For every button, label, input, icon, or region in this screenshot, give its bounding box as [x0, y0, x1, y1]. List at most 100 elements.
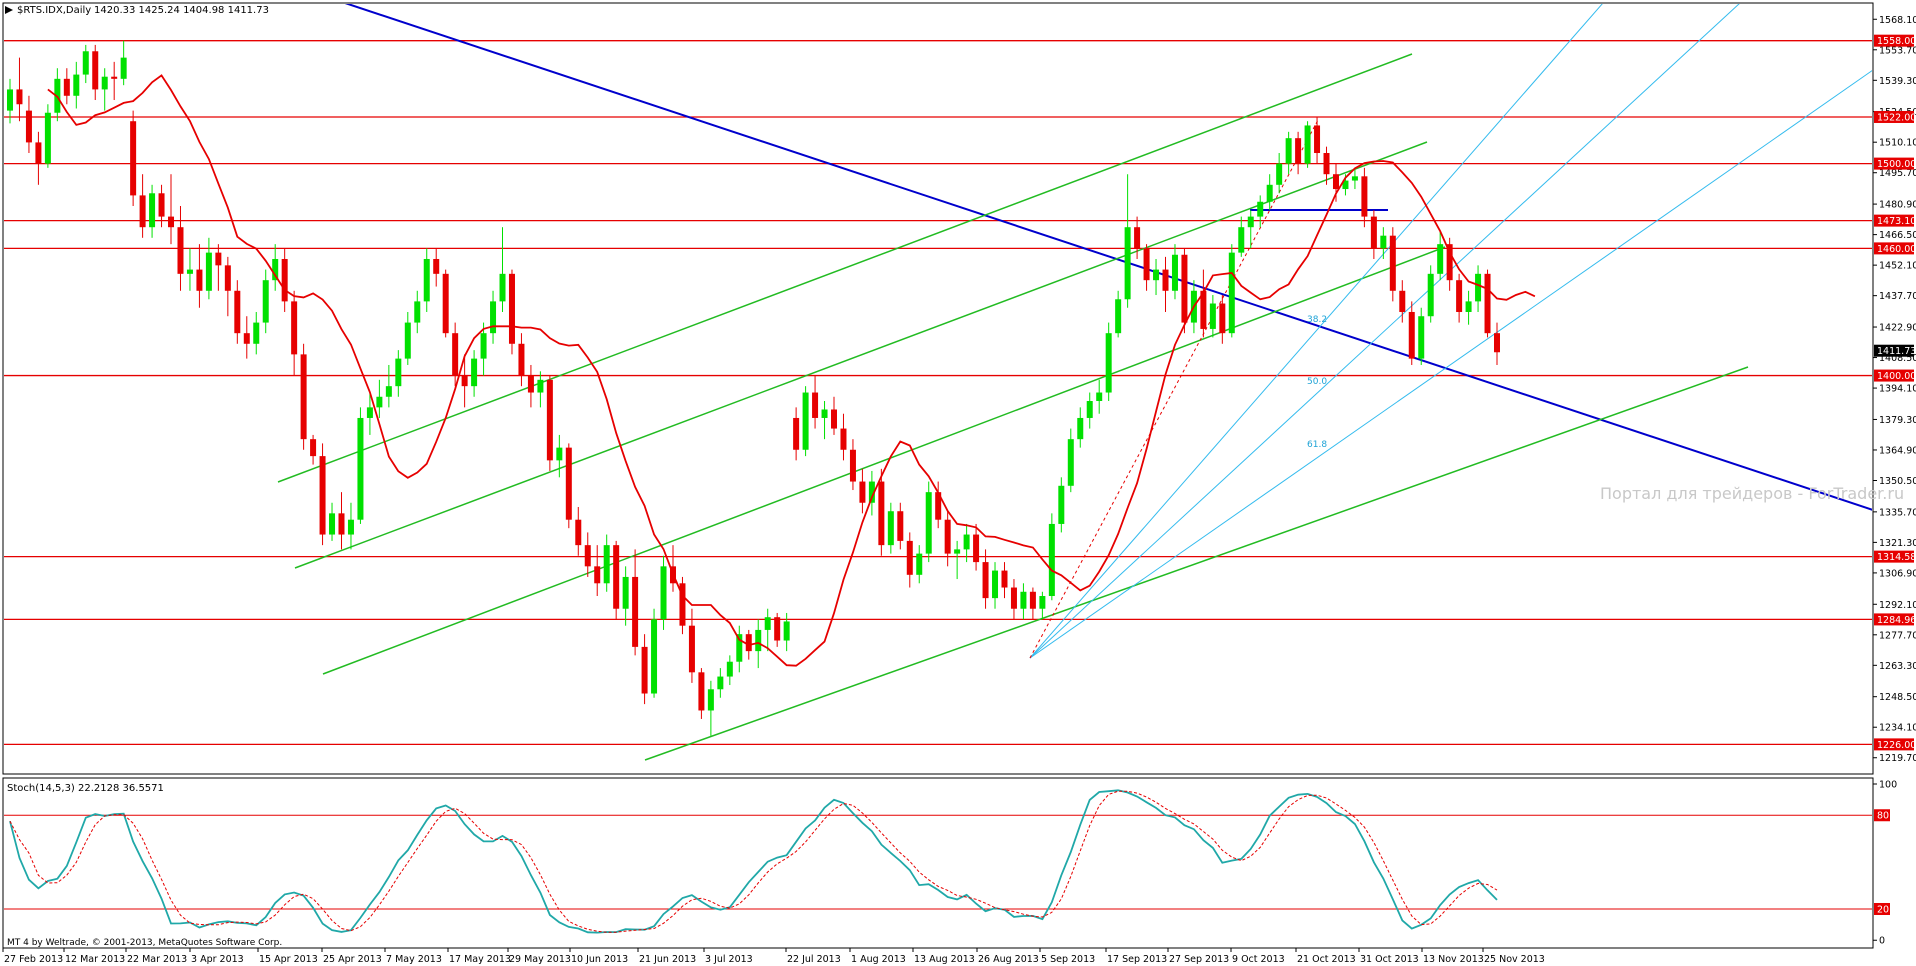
- candle-body: [461, 375, 468, 387]
- channel-line-upper[interactable]: [277, 53, 1413, 483]
- candle-body: [660, 566, 667, 620]
- level-tags: 1558.00 1522.00 1500.00 1473.10 1460.00 1400.…: [1874, 34, 1916, 751]
- candle-body: [565, 447, 572, 520]
- candle-body: [16, 89, 23, 105]
- candle-body: [319, 456, 326, 535]
- candle-body: [1342, 180, 1349, 190]
- level-tag-label: 1522.00: [1877, 112, 1916, 123]
- price-tick-label: 1364.90: [1879, 445, 1916, 456]
- price-tick-label: 1321.30: [1879, 538, 1916, 549]
- candle-body: [868, 481, 875, 503]
- price-tick-label: 1350.50: [1879, 476, 1916, 487]
- candle-body: [632, 576, 639, 647]
- level-tag-label: 1400.00: [1877, 371, 1916, 382]
- candle-body: [158, 193, 165, 217]
- candle-body: [1361, 176, 1368, 217]
- moving-average: [47, 74, 1536, 667]
- candle-body: [1029, 591, 1036, 609]
- blue-downtrend-line[interactable]: [344, 3, 1873, 511]
- candle-body: [726, 661, 733, 677]
- price-tick-label: 1452.10: [1879, 261, 1916, 272]
- candle-body: [1380, 235, 1387, 249]
- fib-fan-line-1[interactable]: [1029, 3, 1603, 659]
- candle-body: [1266, 184, 1273, 202]
- candle-body: [508, 273, 515, 344]
- candle-body: [584, 545, 591, 567]
- time-tick-label: 27 Feb 2013: [4, 954, 63, 965]
- fib-fan-line-3[interactable]: [1029, 70, 1873, 659]
- fib-fan-line-2[interactable]: [1029, 3, 1740, 659]
- level-tag: [1874, 214, 1914, 227]
- fib-label-50: 50.0: [1307, 377, 1327, 387]
- candle-body: [518, 343, 525, 376]
- candle-body: [717, 676, 724, 690]
- time-tick-label: 22 Jul 2013: [787, 954, 841, 965]
- candle-body: [1351, 176, 1358, 181]
- candle-body: [196, 269, 203, 291]
- candle-body: [651, 619, 658, 694]
- price-tick-label: 1480.90: [1879, 200, 1916, 211]
- candle-body: [793, 417, 800, 450]
- candle-body: [35, 142, 42, 164]
- candle-body: [1418, 316, 1425, 359]
- candle-body: [1039, 596, 1046, 609]
- candle-body: [594, 566, 601, 584]
- candle-body: [366, 407, 373, 418]
- candle-body: [234, 290, 241, 334]
- candle-body: [935, 492, 942, 520]
- candle-body: [925, 492, 932, 554]
- candle-body: [338, 513, 345, 535]
- price-tick-label: 1292.10: [1879, 600, 1916, 611]
- candle-body: [973, 534, 980, 563]
- candle-body: [1427, 273, 1434, 317]
- candle-body: [887, 511, 894, 546]
- candle-body: [101, 76, 108, 90]
- candle-body: [783, 621, 790, 641]
- candle-body: [812, 392, 819, 418]
- time-tick-label: 10 Jun 2013: [571, 954, 628, 965]
- candle-body: [840, 428, 847, 450]
- time-tick-label: 25 Apr 2013: [323, 954, 382, 965]
- candle-body: [149, 193, 156, 228]
- candle-body: [433, 258, 440, 274]
- stoch-axis: 80 20 100 0: [1873, 780, 1897, 947]
- channel-line-middle-lower[interactable]: [322, 246, 1446, 675]
- candle-body: [44, 112, 51, 164]
- time-tick-label: 31 Oct 2013: [1360, 954, 1419, 965]
- candle-body: [1105, 333, 1112, 393]
- candle-body: [281, 258, 288, 302]
- candle-body: [537, 379, 544, 393]
- price-tick-label: 1263.30: [1879, 661, 1916, 672]
- candle-body: [1494, 333, 1500, 353]
- candle-body: [205, 252, 212, 291]
- candle-body: [442, 273, 449, 334]
- candle-body: [1389, 235, 1396, 291]
- stoch-level-tag-label: 20: [1877, 904, 1889, 915]
- price-tick-label: 1379.30: [1879, 415, 1916, 426]
- candle-body: [1219, 303, 1226, 334]
- level-tag: [1874, 242, 1914, 255]
- candle-body: [831, 409, 838, 429]
- candle-body: [1304, 125, 1311, 164]
- candle-body: [1200, 290, 1207, 329]
- level-tag: [1874, 738, 1914, 751]
- candle-body: [1010, 587, 1017, 609]
- channel-line-lower[interactable]: [644, 366, 1749, 761]
- candle-body: [1228, 252, 1235, 334]
- time-tick-label: 22 Mar 2013: [127, 954, 187, 965]
- level-tag: [1874, 550, 1914, 563]
- stoch-lines: [4, 789, 1872, 934]
- channel-line-middle-upper[interactable]: [294, 141, 1428, 569]
- candle-body: [736, 634, 743, 662]
- candle-body: [802, 392, 809, 450]
- candle-body: [1067, 439, 1074, 486]
- candle-body: [1058, 485, 1065, 524]
- candle-body: [186, 269, 193, 274]
- candle-body: [1314, 125, 1321, 154]
- candle-body: [641, 646, 648, 694]
- candle-body: [1399, 290, 1406, 312]
- candle-body: [130, 121, 137, 196]
- current-price-label: 1411.73: [1877, 346, 1916, 357]
- time-tick-label: 21 Jun 2013: [639, 954, 696, 965]
